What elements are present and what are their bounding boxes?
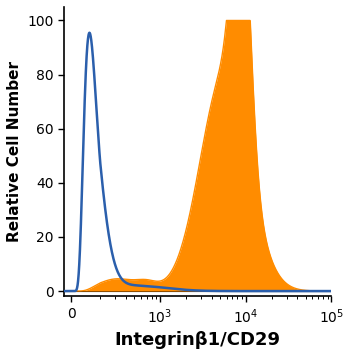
X-axis label: Integrinβ1/CD29: Integrinβ1/CD29 [115, 331, 281, 349]
Y-axis label: Relative Cell Number: Relative Cell Number [7, 61, 22, 242]
